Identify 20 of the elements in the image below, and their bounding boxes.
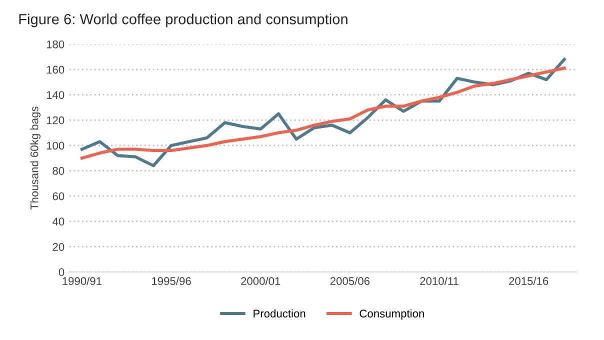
x-tick-label: 2010/11 (420, 276, 458, 286)
x-tick-label: 2015/16 (509, 276, 548, 286)
y-tick-label: 0 (58, 268, 64, 276)
x-tick-label: 2005/06 (330, 276, 370, 286)
y-tick-label: 80 (52, 167, 64, 175)
x-tick-label: 1995/96 (152, 276, 191, 286)
y-tick-label: 20 (52, 242, 64, 251)
x-tick-label: 1990/91 (62, 276, 102, 286)
y-tick-label: 140 (46, 91, 64, 99)
chart-title: Figure 6: World coffee production and consumption (19, 14, 348, 28)
x-tick-label: 2000/01 (241, 276, 280, 286)
y-tick-label: 160 (46, 66, 64, 74)
y-tick-label: 60 (52, 192, 64, 200)
legend-label: Consumption (360, 309, 424, 320)
y-tick-label: 120 (46, 116, 64, 124)
legend-label: Production (254, 309, 306, 318)
y-tick-label: 40 (52, 218, 64, 226)
y-tick-label: 180 (46, 40, 64, 48)
y-tick-label: 100 (46, 142, 64, 150)
y-axis-title: Thousand 60kg bags (30, 106, 41, 210)
